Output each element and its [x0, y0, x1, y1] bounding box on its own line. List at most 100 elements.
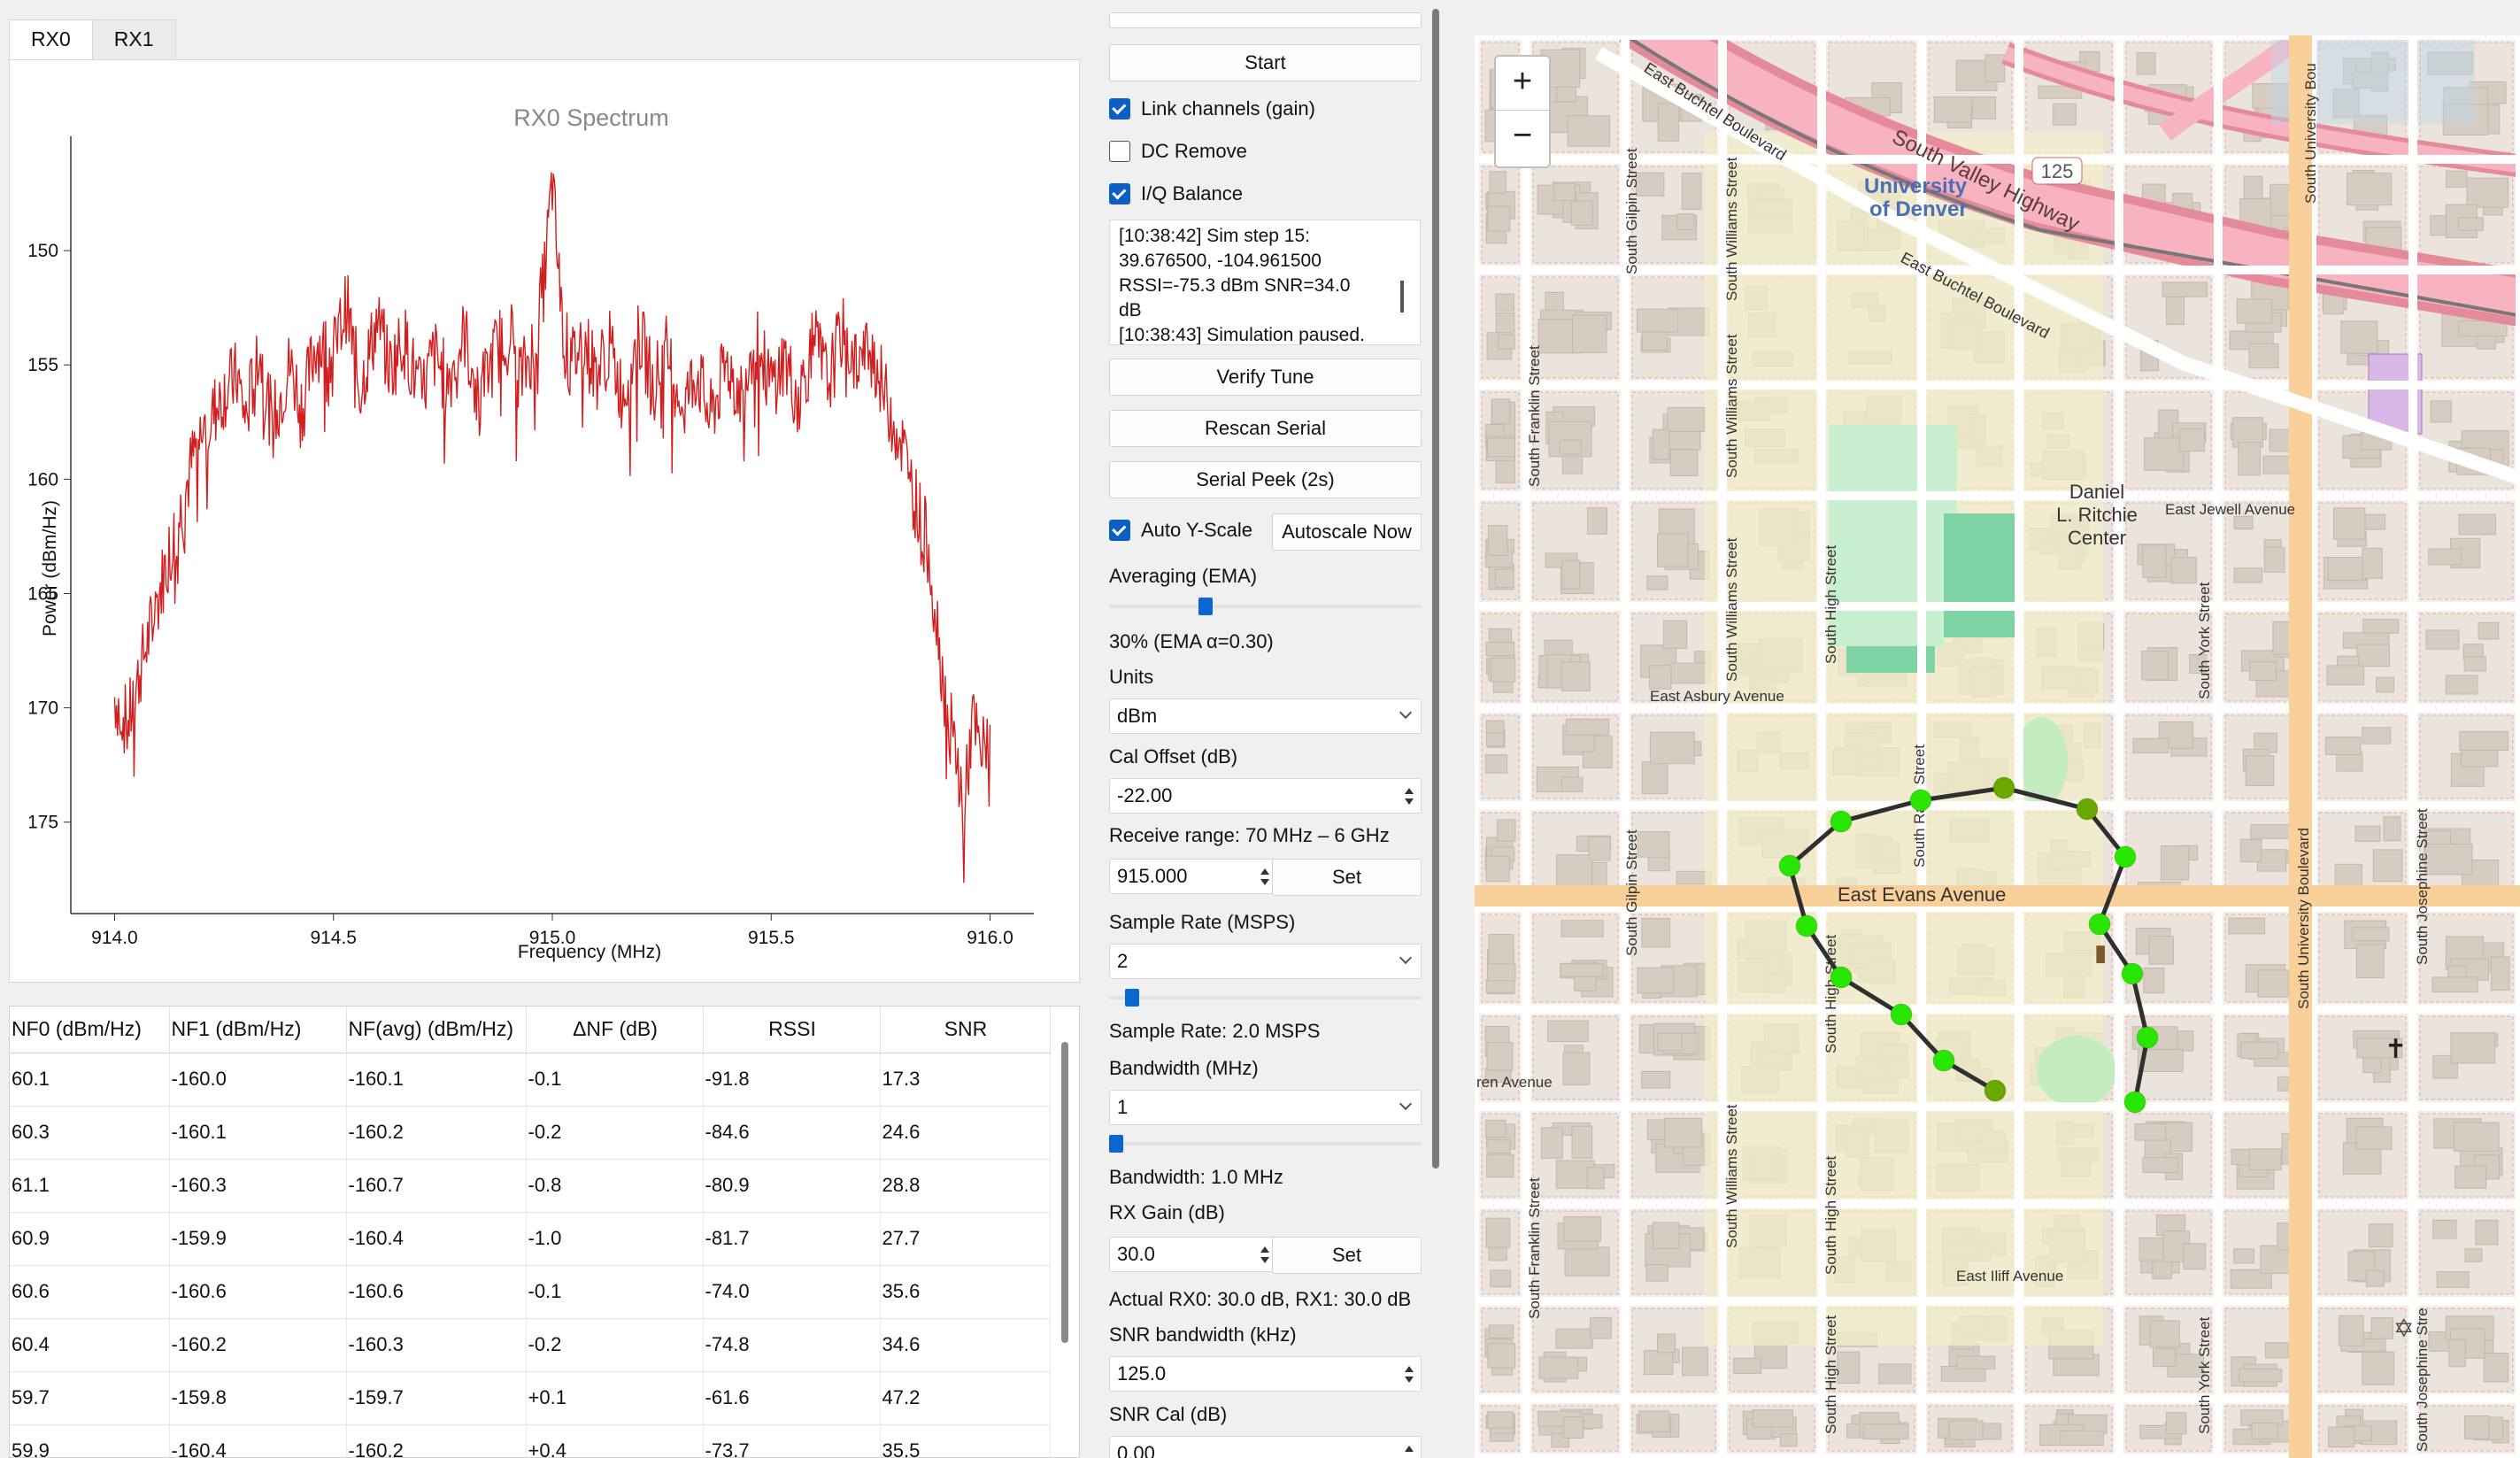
table-row[interactable]: 60.6 -160.6 -160.6 -0.1 -74.0 35.6 [10, 1265, 1051, 1319]
col-nf0[interactable]: NF0 (dBm/Hz) [10, 1007, 170, 1053]
rescan-serial-button[interactable]: Rescan Serial [1109, 410, 1422, 447]
slider-handle[interactable] [1109, 1135, 1123, 1153]
route-point[interactable] [2136, 1026, 2159, 1049]
hidden-top-button[interactable] [1109, 12, 1422, 28]
map-canvas[interactable]: South Valley Highway 125 University of D… [1475, 35, 2520, 1458]
spin-down-icon[interactable] [1260, 879, 1269, 885]
spin-up-icon[interactable] [1405, 1446, 1414, 1452]
cal-offset-value: -22.00 [1117, 784, 1173, 806]
table-row[interactable]: 60.9 -159.9 -160.4 -1.0 -81.7 27.7 [10, 1212, 1051, 1266]
building [1485, 641, 1515, 657]
table-cell: 17.3 [880, 1053, 1051, 1107]
col-nfavg[interactable]: NF(avg) (dBm/Hz) [346, 1007, 527, 1053]
route-point[interactable] [1795, 914, 1818, 937]
table-row[interactable]: 60.3 -160.1 -160.2 -0.2 -84.6 24.6 [10, 1106, 1051, 1160]
table-row[interactable]: 59.7 -159.8 -159.7 +0.1 -61.6 47.2 [10, 1371, 1051, 1425]
building [1485, 720, 1505, 734]
log-scrollbar[interactable] [1400, 281, 1404, 312]
route-point[interactable] [2076, 798, 2099, 821]
route-point[interactable] [1932, 1049, 1955, 1072]
building [2362, 547, 2383, 579]
snr-cal-spinbox[interactable]: 0.00 [1109, 1436, 1422, 1458]
spin-down-icon[interactable] [1405, 798, 1414, 805]
col-snr[interactable]: SNR [880, 1007, 1051, 1053]
dc-remove-checkbox[interactable]: DC Remove [1109, 140, 1247, 163]
map-view[interactable]: South Valley Highway 125 University of D… [1475, 35, 2520, 1458]
route-point[interactable] [1830, 810, 1853, 833]
lawn [2015, 717, 2068, 806]
table-cell: -160.2 [169, 1318, 347, 1372]
link-channels-checkbox[interactable]: Link channels (gain) [1109, 97, 1315, 120]
route-point[interactable] [1830, 966, 1853, 989]
route-point[interactable] [1890, 1003, 1913, 1026]
col-delta-nf[interactable]: ΔNF (dB) [526, 1007, 704, 1053]
table-row[interactable]: 61.1 -160.3 -160.7 -0.8 -80.9 28.8 [10, 1159, 1051, 1213]
table-row[interactable]: 59.9 -160.4 -160.2 +0.4 -73.7 35.5 [10, 1424, 1051, 1457]
bandwidth-slider[interactable] [1109, 1135, 1422, 1153]
y-axis-label: Power (dBm/Hz) [40, 500, 60, 636]
set-gain-button[interactable]: Set [1272, 1237, 1422, 1274]
receiver-tabs: RX0 RX1 [9, 19, 176, 60]
bandwidth-select[interactable]: 1 [1109, 1090, 1422, 1125]
spin-up-icon[interactable] [1405, 1366, 1414, 1372]
verify-tune-button[interactable]: Verify Tune [1109, 359, 1422, 396]
slider-handle[interactable] [1125, 989, 1139, 1007]
table-row[interactable]: 60.4 -160.2 -160.3 -0.2 -74.8 34.6 [10, 1318, 1051, 1372]
snr-bandwidth-spinbox[interactable]: 125.0 [1109, 1356, 1422, 1392]
zoom-in-button[interactable]: + [1496, 57, 1549, 110]
building [2364, 513, 2386, 530]
building [1566, 718, 1610, 736]
street [2408, 35, 2417, 1458]
log-output[interactable]: [10:38:42] Sim step 15: 39.676500, -104.… [1109, 220, 1421, 345]
building [2233, 1248, 2254, 1264]
snr-bandwidth-value: 125.0 [1117, 1362, 1167, 1385]
control-panel-scrollbar[interactable] [1432, 9, 1439, 1169]
building [2149, 1320, 2180, 1348]
route-point[interactable] [1984, 1079, 2007, 1102]
snr-bandwidth-label: SNR bandwidth (kHz) [1109, 1323, 1297, 1346]
averaging-slider[interactable] [1109, 598, 1422, 615]
cal-offset-spinbox[interactable]: -22.00 [1109, 778, 1422, 814]
route-point[interactable] [2114, 845, 2137, 868]
table-cell: 60.1 [10, 1053, 170, 1107]
serial-peek-button[interactable]: Serial Peek (2s) [1109, 461, 1422, 498]
units-select[interactable]: dBm [1109, 698, 1422, 734]
route-point[interactable] [1909, 789, 1932, 812]
spin-down-icon[interactable] [1405, 1377, 1414, 1383]
x-tick-label: 915.0 [529, 928, 576, 948]
route-point[interactable] [2123, 1091, 2146, 1114]
building [1570, 200, 1593, 226]
building [2436, 1270, 2470, 1288]
building [1636, 172, 1665, 197]
sample-rate-select[interactable]: 2 [1109, 944, 1422, 979]
route-point[interactable] [2088, 913, 2111, 936]
slider-handle[interactable] [1198, 598, 1214, 615]
tab-rx1[interactable]: RX1 [91, 19, 176, 60]
building [1933, 96, 1972, 123]
frequency-spinbox[interactable]: 915.000 [1109, 859, 1277, 894]
rx-gain-spinbox[interactable]: 30.0 [1109, 1237, 1277, 1272]
building [1637, 967, 1675, 994]
route-point[interactable] [1778, 854, 1801, 877]
spectrum-plot[interactable]: RX0 Spectrum 914.0 914.5 915.0 915.5 916.0 -1… [29, 73, 1065, 968]
auto-yscale-checkbox[interactable]: Auto Y-Scale [1109, 519, 1252, 542]
start-button[interactable]: Start [1109, 44, 1422, 81]
col-rssi[interactable]: RSSI [703, 1007, 881, 1053]
table-cell: 60.3 [10, 1106, 170, 1160]
zoom-out-button[interactable]: − [1496, 110, 1549, 163]
col-nf1[interactable]: NF1 (dBm/Hz) [169, 1007, 347, 1053]
route-point[interactable] [2121, 962, 2144, 985]
street [2516, 35, 2520, 1458]
route-point[interactable] [1992, 776, 2015, 799]
table-row[interactable]: 60.1 -160.0 -160.1 -0.1 -91.8 17.3 [10, 1053, 1051, 1107]
spin-up-icon[interactable] [1260, 868, 1269, 875]
set-frequency-button[interactable]: Set [1272, 859, 1422, 896]
iq-balance-checkbox[interactable]: I/Q Balance [1109, 182, 1243, 205]
table-scrollbar[interactable] [1061, 1042, 1068, 1343]
sample-rate-slider[interactable] [1109, 989, 1422, 1007]
autoscale-now-button[interactable]: Autoscale Now [1272, 513, 1422, 551]
spin-up-icon[interactable] [1405, 788, 1414, 794]
tab-rx0[interactable]: RX0 [9, 19, 93, 60]
spin-up-icon[interactable] [1260, 1246, 1269, 1253]
spin-down-icon[interactable] [1260, 1257, 1269, 1263]
